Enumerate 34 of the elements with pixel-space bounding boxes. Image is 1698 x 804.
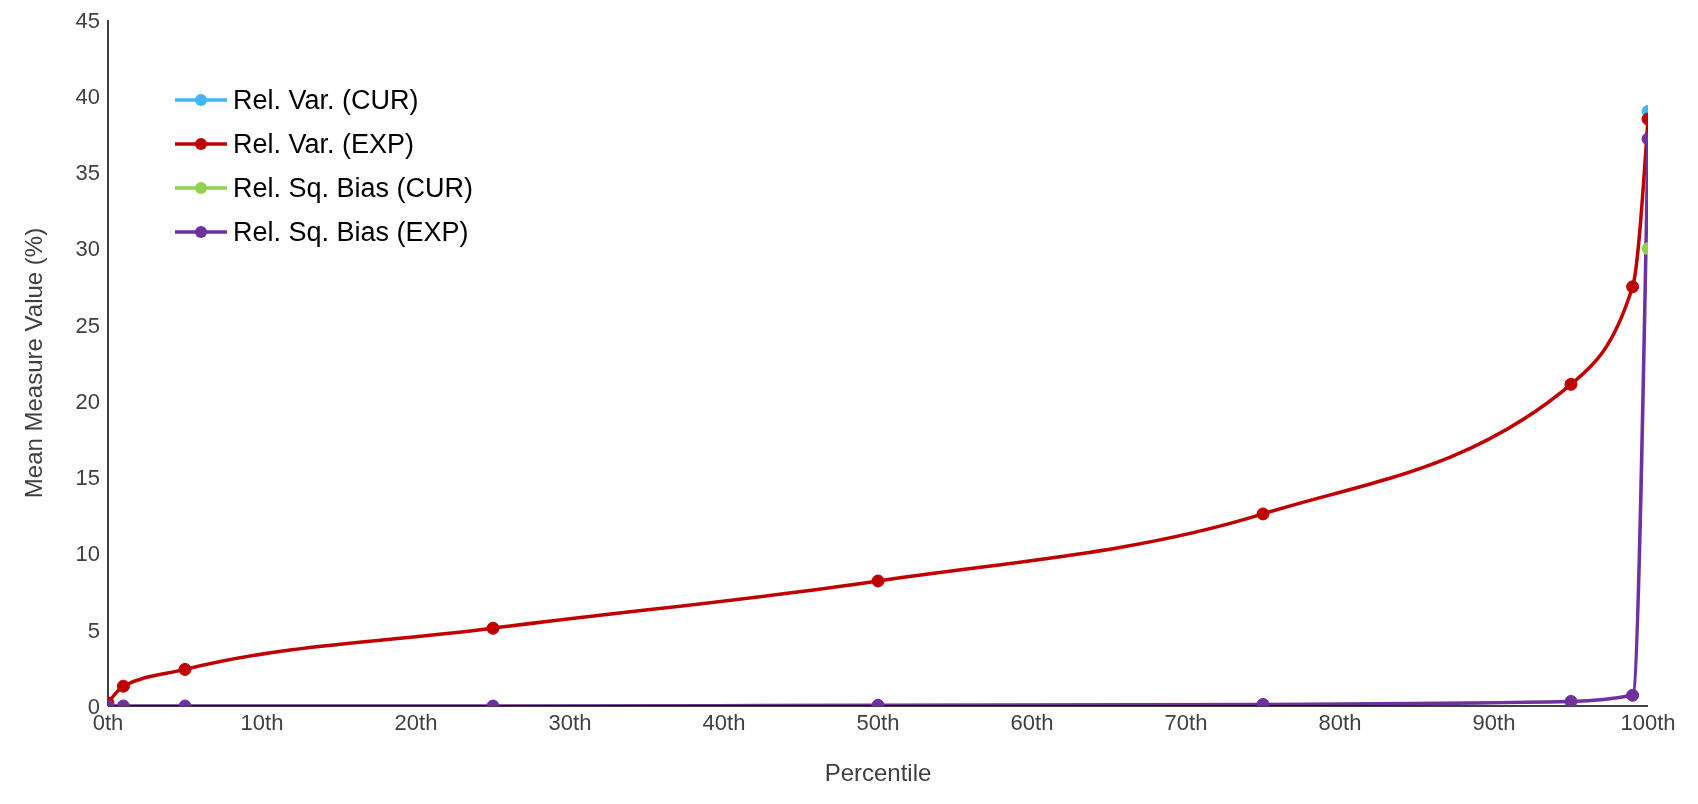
legend-label: Rel. Sq. Bias (EXP)	[233, 216, 469, 249]
point	[1564, 377, 1578, 391]
x-axis-title: Percentile	[824, 759, 932, 786]
point	[1256, 507, 1270, 521]
legend-label: Rel. Var. (CUR)	[233, 84, 419, 117]
x-tick-label: 10th	[240, 709, 284, 735]
x-tick-label: 80th	[1318, 709, 1362, 735]
y-tick-label: 25	[75, 312, 100, 338]
x-tick-label: 60th	[1010, 709, 1054, 735]
x-tick-label: 50th	[856, 709, 900, 735]
point	[486, 621, 500, 635]
y-axis-title: Mean Measure Value (%)	[19, 227, 47, 499]
x-tick-label: 40th	[702, 709, 746, 735]
y-tick-label: 15	[75, 465, 100, 491]
point	[1626, 688, 1640, 702]
y-tick-label: 30	[75, 236, 100, 262]
y-tick-label: 35	[75, 160, 100, 186]
legend-label: Rel. Var. (EXP)	[233, 128, 415, 161]
x-tick-label: 30th	[548, 709, 592, 735]
point	[178, 662, 192, 676]
y-tick-label: 45	[75, 7, 100, 33]
x-tick-label: 70th	[1164, 709, 1208, 735]
point	[871, 574, 885, 588]
y-tick-label: 5	[87, 617, 100, 643]
x-tick-label: 90th	[1472, 709, 1516, 735]
y-tick-label: 40	[75, 84, 100, 110]
point	[1626, 280, 1640, 294]
y-tick-label: 10	[75, 541, 100, 567]
point	[116, 679, 130, 693]
point	[1564, 694, 1578, 706]
x-tick-label: 100th	[1620, 709, 1676, 735]
y-tick-label: 20	[75, 388, 100, 414]
legend-label: Rel. Sq. Bias (CUR)	[233, 172, 474, 205]
x-tick-label: 20th	[394, 709, 438, 735]
